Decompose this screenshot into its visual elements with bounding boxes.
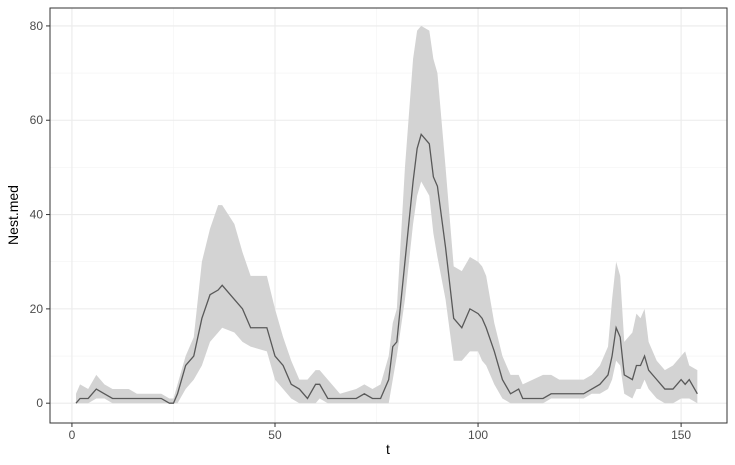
y-tick-label: 60 xyxy=(30,113,44,127)
y-tick-label: 20 xyxy=(30,302,44,316)
y-tick-label: 80 xyxy=(30,19,44,33)
y-axis-title: Nest.med xyxy=(5,185,21,245)
x-tick-label: 0 xyxy=(69,428,76,442)
x-tick-label: 150 xyxy=(671,428,691,442)
plot-border xyxy=(49,7,728,424)
x-tick-label: 100 xyxy=(468,428,488,442)
y-tick-label: 0 xyxy=(36,396,43,410)
y-tick-label: 40 xyxy=(30,208,44,222)
x-axis-title: t xyxy=(386,441,390,457)
confidence-band xyxy=(75,25,698,404)
median-line xyxy=(75,133,698,404)
x-tick-label: 50 xyxy=(268,428,282,442)
